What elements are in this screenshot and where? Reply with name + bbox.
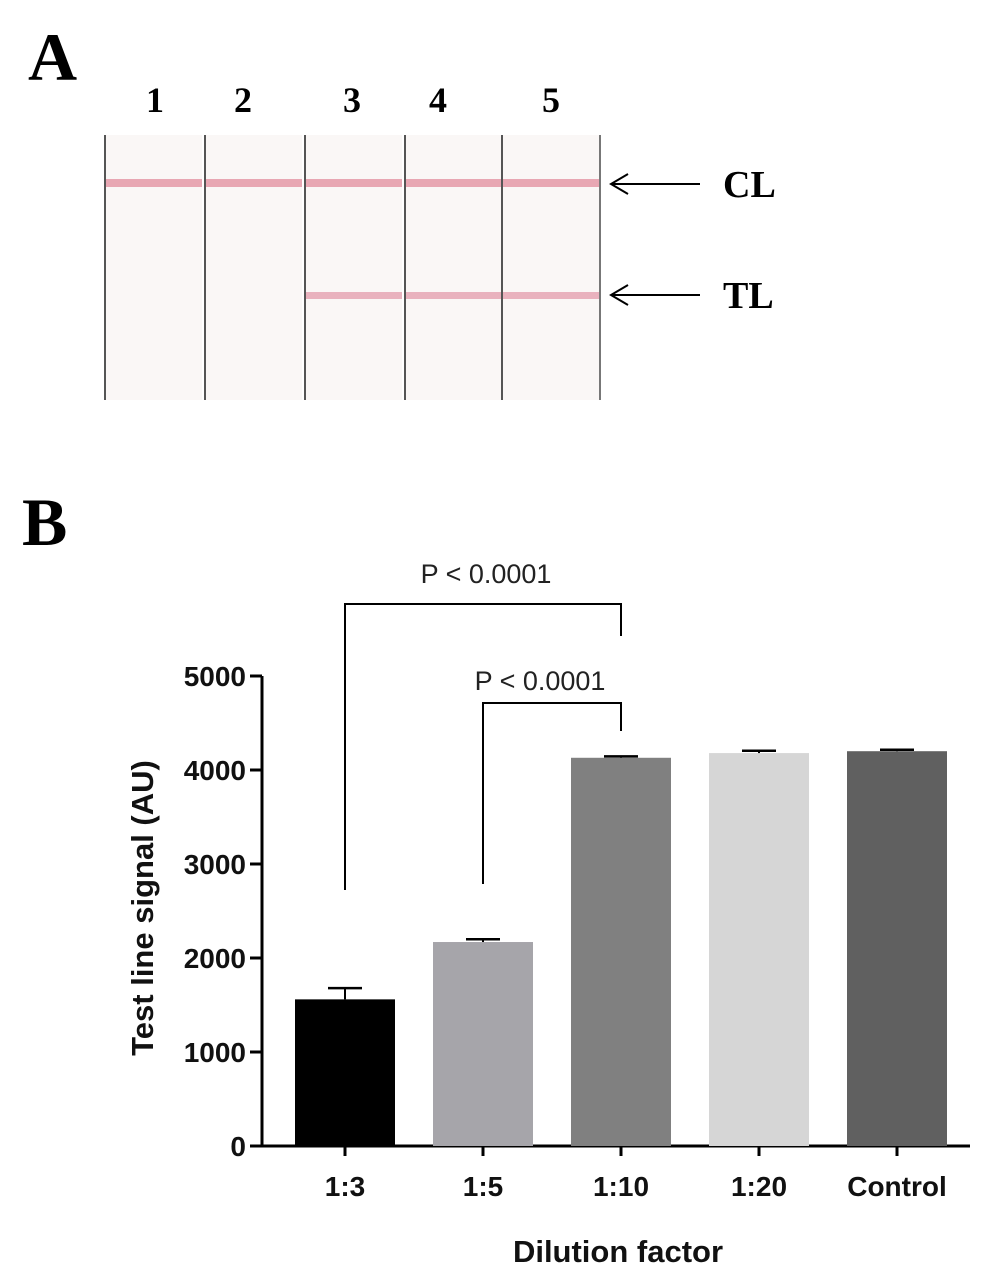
lane-number: 5	[542, 80, 560, 120]
line-labels: CL TL	[609, 164, 776, 317]
x-tick-label: 1:10	[593, 1171, 649, 1202]
bar-1-20	[709, 753, 809, 1146]
strip-3	[304, 135, 402, 400]
test-line-band	[405, 292, 502, 299]
x-tick-label: 1:5	[463, 1171, 503, 1202]
bar-control	[847, 751, 947, 1146]
lane-numbers: 1 2 3 4 5	[146, 80, 560, 120]
significance-bracket: P < 0.0001	[475, 666, 622, 884]
y-tick-label: 5000	[184, 661, 246, 692]
bar-chart: 0 1000 2000 3000 4000 5000 1:3 1:5 1:10 1:20 Contr…	[125, 559, 970, 1269]
y-axis-title: Test line signal (AU)	[125, 760, 160, 1056]
strip-membrane	[105, 135, 202, 400]
test-line-band	[305, 292, 402, 299]
strip-membrane	[405, 135, 502, 400]
x-tick-label: 1:20	[731, 1171, 787, 1202]
x-tick-label: Control	[847, 1171, 947, 1202]
bar-1-10	[571, 757, 671, 1146]
panel-b-letter: B	[22, 484, 67, 560]
lane-number: 2	[234, 80, 252, 120]
lane-number: 4	[429, 80, 447, 120]
y-tick-label: 4000	[184, 755, 246, 786]
p-value-label: P < 0.0001	[421, 559, 552, 589]
significance-bracket: P < 0.0001	[344, 559, 622, 890]
y-tick-label: 0	[230, 1131, 246, 1162]
control-line-band	[105, 179, 202, 187]
control-line-band	[502, 179, 599, 187]
lane-number: 1	[146, 80, 164, 120]
test-line-band	[502, 292, 599, 299]
p-value-label: P < 0.0001	[475, 666, 606, 696]
x-tick-label: 1:3	[325, 1171, 365, 1202]
y-tick-label: 2000	[184, 943, 246, 974]
bar-1-5	[433, 942, 533, 1146]
strip-2	[204, 135, 302, 400]
y-tick-label: 1000	[184, 1037, 246, 1068]
panel-a-letter: A	[28, 19, 77, 95]
control-line-band	[405, 179, 502, 187]
lateral-flow-strips	[104, 135, 601, 400]
test-line-label: TL	[723, 275, 774, 317]
control-line-band	[205, 179, 302, 187]
x-axis-title: Dilution factor	[513, 1234, 723, 1269]
y-tick-label: 3000	[184, 849, 246, 880]
lane-number: 3	[343, 80, 361, 120]
strip-membrane	[502, 135, 599, 400]
strip-4	[404, 135, 502, 400]
arrow-icon	[609, 284, 700, 306]
strip-5	[501, 135, 599, 400]
control-line-label: CL	[723, 164, 776, 206]
arrow-icon	[609, 173, 700, 195]
strip-membrane	[305, 135, 402, 400]
strip-1	[104, 135, 202, 400]
bar-1-3	[295, 999, 395, 1146]
control-line-band	[305, 179, 402, 187]
strip-membrane	[205, 135, 302, 400]
